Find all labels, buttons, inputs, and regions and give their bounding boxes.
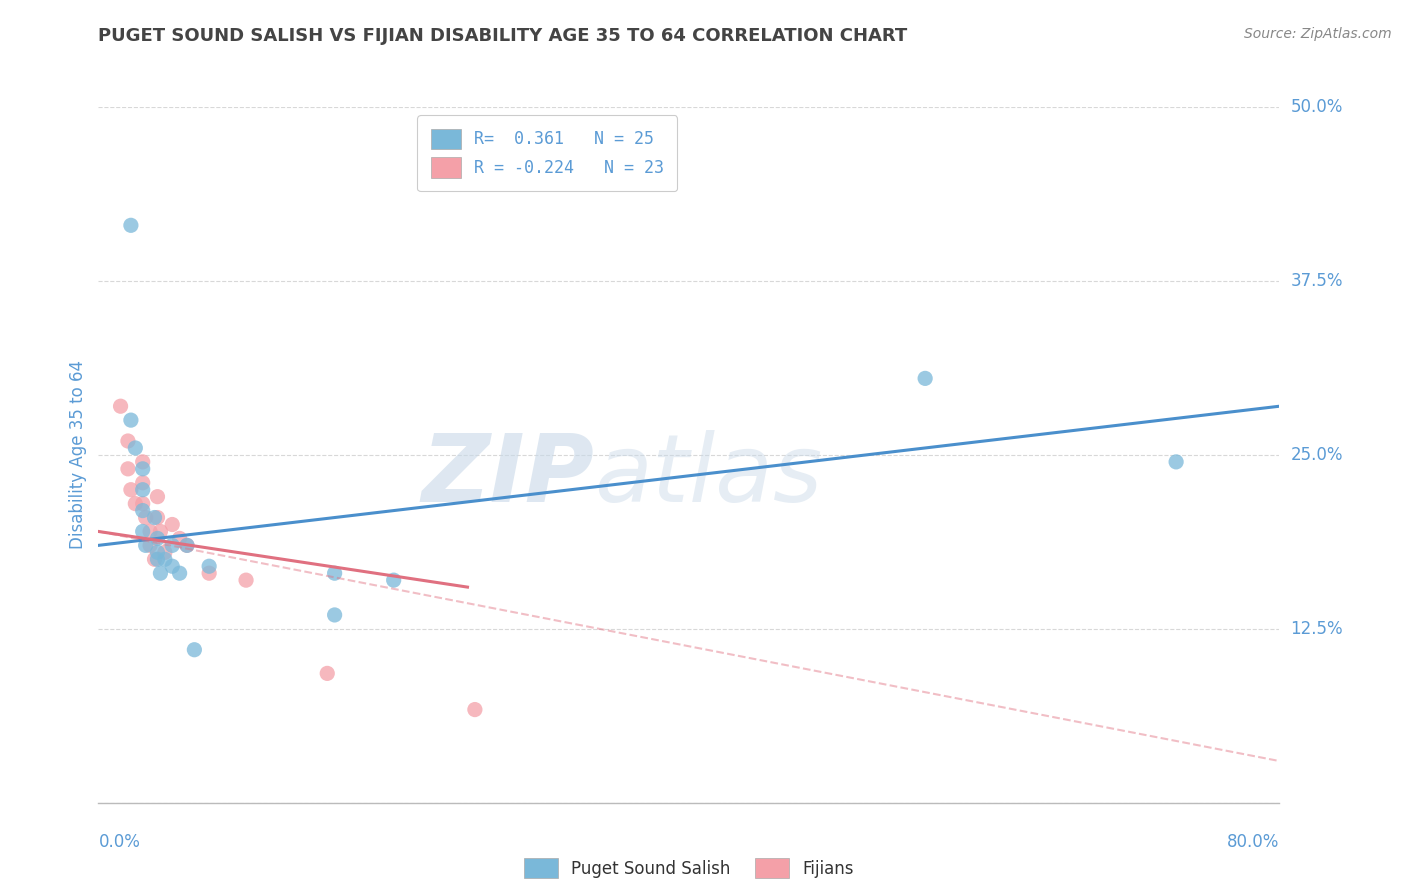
Point bbox=[153, 545, 176, 559]
Point bbox=[124, 497, 146, 511]
Point bbox=[146, 532, 169, 546]
Point bbox=[143, 552, 166, 566]
Point bbox=[139, 538, 162, 552]
Point bbox=[117, 462, 139, 476]
Point bbox=[143, 510, 166, 524]
Y-axis label: Disability Age 35 to 64: Disability Age 35 to 64 bbox=[69, 360, 87, 549]
Point bbox=[162, 517, 183, 532]
Point bbox=[914, 371, 936, 385]
Point bbox=[169, 532, 191, 546]
Point bbox=[135, 510, 157, 524]
Point bbox=[120, 219, 142, 233]
Text: ZIP: ZIP bbox=[422, 430, 595, 522]
Text: 50.0%: 50.0% bbox=[1291, 98, 1343, 116]
Point bbox=[120, 413, 142, 427]
Point bbox=[120, 483, 142, 497]
Point bbox=[146, 510, 169, 524]
Point bbox=[235, 573, 257, 587]
Text: 12.5%: 12.5% bbox=[1291, 620, 1343, 638]
Point bbox=[132, 483, 155, 497]
Text: PUGET SOUND SALISH VS FIJIAN DISABILITY AGE 35 TO 64 CORRELATION CHART: PUGET SOUND SALISH VS FIJIAN DISABILITY … bbox=[98, 27, 908, 45]
Point bbox=[132, 462, 155, 476]
Text: 0.0%: 0.0% bbox=[98, 833, 141, 851]
Text: Source: ZipAtlas.com: Source: ZipAtlas.com bbox=[1244, 27, 1392, 41]
Point bbox=[132, 455, 155, 469]
Point bbox=[162, 538, 183, 552]
Point bbox=[323, 607, 346, 622]
Point bbox=[316, 666, 339, 681]
Legend: Puget Sound Salish, Fijians: Puget Sound Salish, Fijians bbox=[517, 851, 860, 885]
Point bbox=[124, 441, 146, 455]
Text: 37.5%: 37.5% bbox=[1291, 272, 1343, 290]
Point bbox=[1164, 455, 1187, 469]
Point bbox=[153, 552, 176, 566]
Point bbox=[117, 434, 139, 448]
Text: 25.0%: 25.0% bbox=[1291, 446, 1343, 464]
Point bbox=[169, 566, 191, 581]
Point bbox=[132, 475, 155, 490]
Point bbox=[135, 538, 157, 552]
Point bbox=[183, 642, 205, 657]
Point bbox=[464, 702, 486, 716]
Point bbox=[132, 524, 155, 539]
Point bbox=[198, 566, 221, 581]
Point bbox=[176, 538, 198, 552]
Point bbox=[323, 566, 346, 581]
Point bbox=[382, 573, 405, 587]
Text: atlas: atlas bbox=[595, 430, 823, 521]
Point bbox=[132, 503, 155, 517]
Text: 80.0%: 80.0% bbox=[1227, 833, 1279, 851]
Point bbox=[146, 490, 169, 504]
Point bbox=[149, 566, 172, 581]
Point bbox=[176, 538, 198, 552]
Point bbox=[139, 524, 162, 539]
Point bbox=[162, 559, 183, 574]
Point bbox=[146, 545, 169, 559]
Point bbox=[132, 497, 155, 511]
Point bbox=[110, 399, 132, 413]
Point bbox=[149, 524, 172, 539]
Point bbox=[198, 559, 221, 574]
Point bbox=[146, 552, 169, 566]
